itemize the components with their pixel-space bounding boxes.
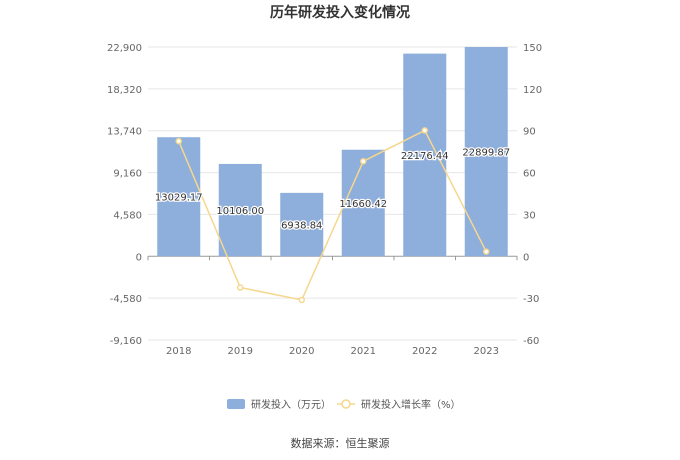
bar-value-label: 10106.00	[216, 206, 264, 217]
right-tick-label: 120	[523, 85, 542, 96]
right-tick-label: 0	[523, 252, 529, 263]
x-axis: 2018 2019 2020 2021 2022 2023	[147, 256, 518, 357]
bar	[218, 163, 262, 257]
legend-line-label[interactable]: 研发投入增长率（%）	[361, 398, 461, 411]
growth-point	[483, 248, 490, 255]
source-text: 数据来源：恒生聚源	[291, 436, 390, 450]
left-axis: 22,900 18,320 13,740 9,160 4,580 0 -4,580 -9,16…	[107, 43, 142, 347]
line-series	[175, 127, 490, 304]
right-axis: 150 120 90 60 30 0 -30 -60	[523, 43, 542, 347]
legend-bar-label[interactable]: 研发投入（万元）	[251, 398, 331, 411]
bar	[157, 137, 201, 257]
growth-point	[421, 127, 428, 134]
left-tick-label: 9,160	[113, 169, 142, 180]
bar-value-label: 13029.17	[155, 193, 203, 204]
right-tick-label: 90	[523, 127, 536, 138]
growth-point	[360, 158, 367, 165]
bar	[341, 149, 385, 257]
chart-title: 历年研发投入变化情况	[270, 4, 410, 21]
left-tick-label: 22,900	[107, 43, 142, 54]
bar-value-label: 22899.87	[462, 148, 510, 159]
bar-value-label: 22176.44	[401, 151, 449, 162]
bar	[403, 53, 447, 257]
left-tick-label: 0	[136, 252, 142, 263]
bar	[464, 47, 508, 257]
growth-point	[175, 137, 182, 145]
legend-line-marker[interactable]	[341, 399, 351, 409]
bar-value-label: 11660.42	[339, 199, 387, 210]
x-tick-label: 2022	[412, 346, 437, 357]
growth-line	[178, 129, 487, 301]
bar-series	[157, 47, 508, 257]
right-tick-label: -60	[523, 336, 539, 347]
x-tick-label: 2020	[289, 346, 314, 357]
legend-bar-swatch[interactable]	[227, 399, 245, 409]
gridlines	[148, 46, 517, 341]
right-tick-label: 30	[523, 210, 536, 221]
right-tick-label: 150	[523, 43, 542, 54]
x-tick-label: 2019	[228, 346, 253, 357]
x-tick-label: 2021	[351, 346, 376, 357]
right-tick-label: -30	[523, 294, 539, 305]
x-tick-label: 2018	[166, 346, 191, 357]
left-tick-label: -9,160	[110, 336, 142, 347]
left-tick-label: 4,580	[113, 210, 142, 221]
data-labels: 13029.17 10106.00 6938.84 11660.42 22176.44 2…	[154, 146, 512, 232]
bar	[280, 192, 324, 257]
growth-point	[237, 284, 244, 291]
x-tick-label: 2023	[474, 346, 499, 357]
legend[interactable]: 研发投入（万元） 研发投入增长率（%）	[227, 398, 461, 411]
bar-value-label: 6938.84	[281, 221, 322, 232]
right-tick-label: 60	[523, 169, 536, 180]
left-tick-label: -4,580	[110, 294, 142, 305]
left-tick-label: 18,320	[107, 85, 142, 96]
left-tick-label: 13,740	[107, 127, 142, 138]
growth-point	[298, 296, 305, 304]
